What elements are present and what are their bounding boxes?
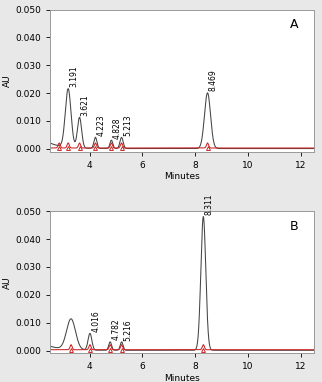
X-axis label: Minutes: Minutes [164,374,200,382]
Text: 3.621: 3.621 [81,94,90,116]
Text: 5.213: 5.213 [123,114,132,136]
Text: 8.311: 8.311 [204,194,213,215]
Y-axis label: AU: AU [3,276,12,289]
Y-axis label: AU: AU [3,74,12,87]
X-axis label: Minutes: Minutes [164,172,200,181]
Text: B: B [290,220,299,233]
Text: 8.469: 8.469 [209,70,218,91]
Text: 4.828: 4.828 [113,117,122,139]
Text: 3.191: 3.191 [70,66,79,87]
Text: 4.782: 4.782 [111,319,120,340]
Text: 5.216: 5.216 [123,319,132,340]
Text: 4.016: 4.016 [91,310,100,332]
Text: 4.223: 4.223 [97,114,106,136]
Text: A: A [290,18,299,31]
